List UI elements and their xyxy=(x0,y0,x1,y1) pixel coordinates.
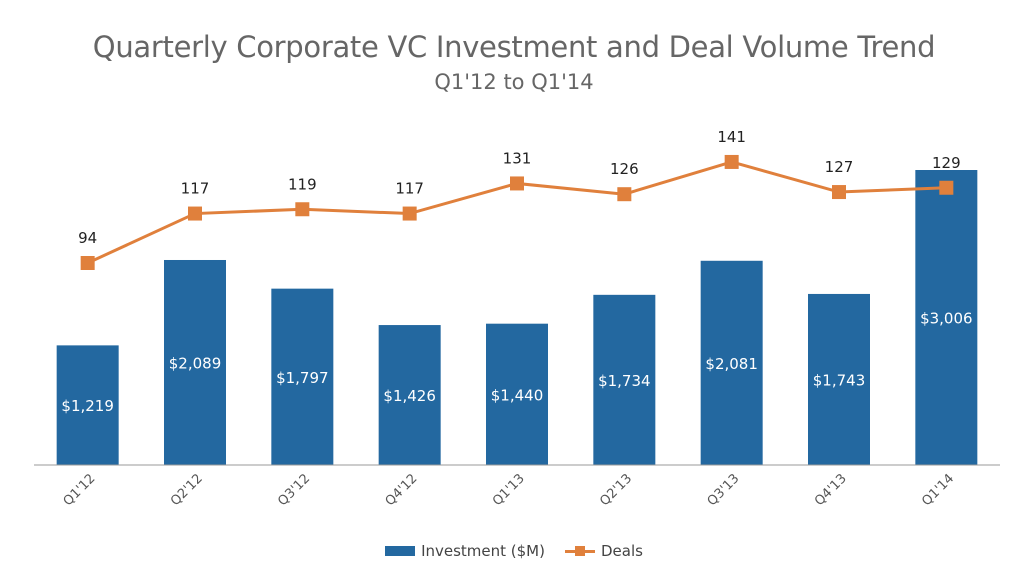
x-tick-label: Q1'13 xyxy=(490,471,528,509)
bars-layer: $1,219 $2,089 $1,797 $1,426 $1,440 $1,734 $2,0… xyxy=(56,170,978,465)
deals-marker xyxy=(939,180,954,195)
x-tick-labels: Q1'12 Q2'12 Q3'12 Q4'12 Q1'13 Q2'13 Q3'13 Q4'13… xyxy=(61,471,958,509)
investment-bar-label: $3,006 xyxy=(920,310,973,328)
deals-marker xyxy=(402,206,417,221)
investment-bar xyxy=(164,259,226,465)
x-tick-label: Q2'12 xyxy=(168,471,206,509)
deals-marker xyxy=(617,187,632,202)
x-tick-label: Q4'12 xyxy=(383,471,421,509)
x-tick-label: Q1'12 xyxy=(61,471,99,509)
investment-bar xyxy=(56,345,119,465)
deals-point-label: 117 xyxy=(181,180,210,198)
investment-bar-label: $1,426 xyxy=(383,387,436,405)
deals-point-label: 141 xyxy=(717,128,746,146)
investment-bar-label: $1,743 xyxy=(813,371,866,389)
x-tick-label: Q2'13 xyxy=(597,471,635,509)
investment-bar xyxy=(486,323,548,465)
deals-point-label: 117 xyxy=(395,180,424,198)
investment-bar xyxy=(915,170,978,465)
deals-point-label: 127 xyxy=(825,158,854,176)
legend-label-investment: Investment ($M) xyxy=(421,542,545,560)
legend: Investment ($M) Deals xyxy=(0,542,1028,560)
x-tick-label: Q1'14 xyxy=(919,471,957,509)
investment-bar-label: $1,219 xyxy=(61,397,114,415)
x-tick-label: Q3'13 xyxy=(705,471,743,509)
investment-bar xyxy=(271,288,334,465)
deals-marker xyxy=(188,206,202,221)
x-tick-label: Q4'13 xyxy=(812,471,850,509)
investment-bar-label: $2,081 xyxy=(705,355,758,373)
deals-point-label: 129 xyxy=(932,154,961,172)
plot-area: $1,219 $2,089 $1,797 $1,426 $1,440 $1,734 $2,0… xyxy=(34,128,1000,509)
investment-bar xyxy=(378,325,441,465)
legend-bar-swatch xyxy=(385,546,416,556)
deals-marker xyxy=(832,185,846,200)
deals-point-label: 126 xyxy=(610,160,639,178)
deals-point-label: 94 xyxy=(78,229,97,247)
investment-bar-label: $1,797 xyxy=(276,369,329,387)
legend-label-deals: Deals xyxy=(600,542,643,560)
deals-line-layer: 94 117 119 117 131 126 141 127 129 xyxy=(78,128,961,270)
legend-item-deals: Deals xyxy=(564,542,643,560)
investment-bar xyxy=(808,293,870,465)
legend-item-investment: Investment ($M) xyxy=(385,542,545,560)
legend-line-swatch xyxy=(564,546,595,556)
x-tick-label: Q3'12 xyxy=(275,471,313,509)
deals-marker xyxy=(510,176,524,191)
deals-point-label: 131 xyxy=(503,149,532,167)
investment-bar-label: $1,440 xyxy=(491,386,544,404)
deals-marker xyxy=(80,256,95,270)
deals-point-label: 119 xyxy=(288,175,317,193)
investment-bar-label: $2,089 xyxy=(169,354,222,372)
investment-bar xyxy=(593,294,656,465)
deals-marker xyxy=(295,202,310,217)
chart-title: Quarterly Corporate VC Investment and De… xyxy=(92,30,936,64)
investment-bar-label: $1,734 xyxy=(598,372,651,390)
deals-marker xyxy=(724,154,739,169)
investment-bar xyxy=(700,260,763,465)
chart-subtitle: Q1'12 to Q1'14 xyxy=(434,70,594,94)
